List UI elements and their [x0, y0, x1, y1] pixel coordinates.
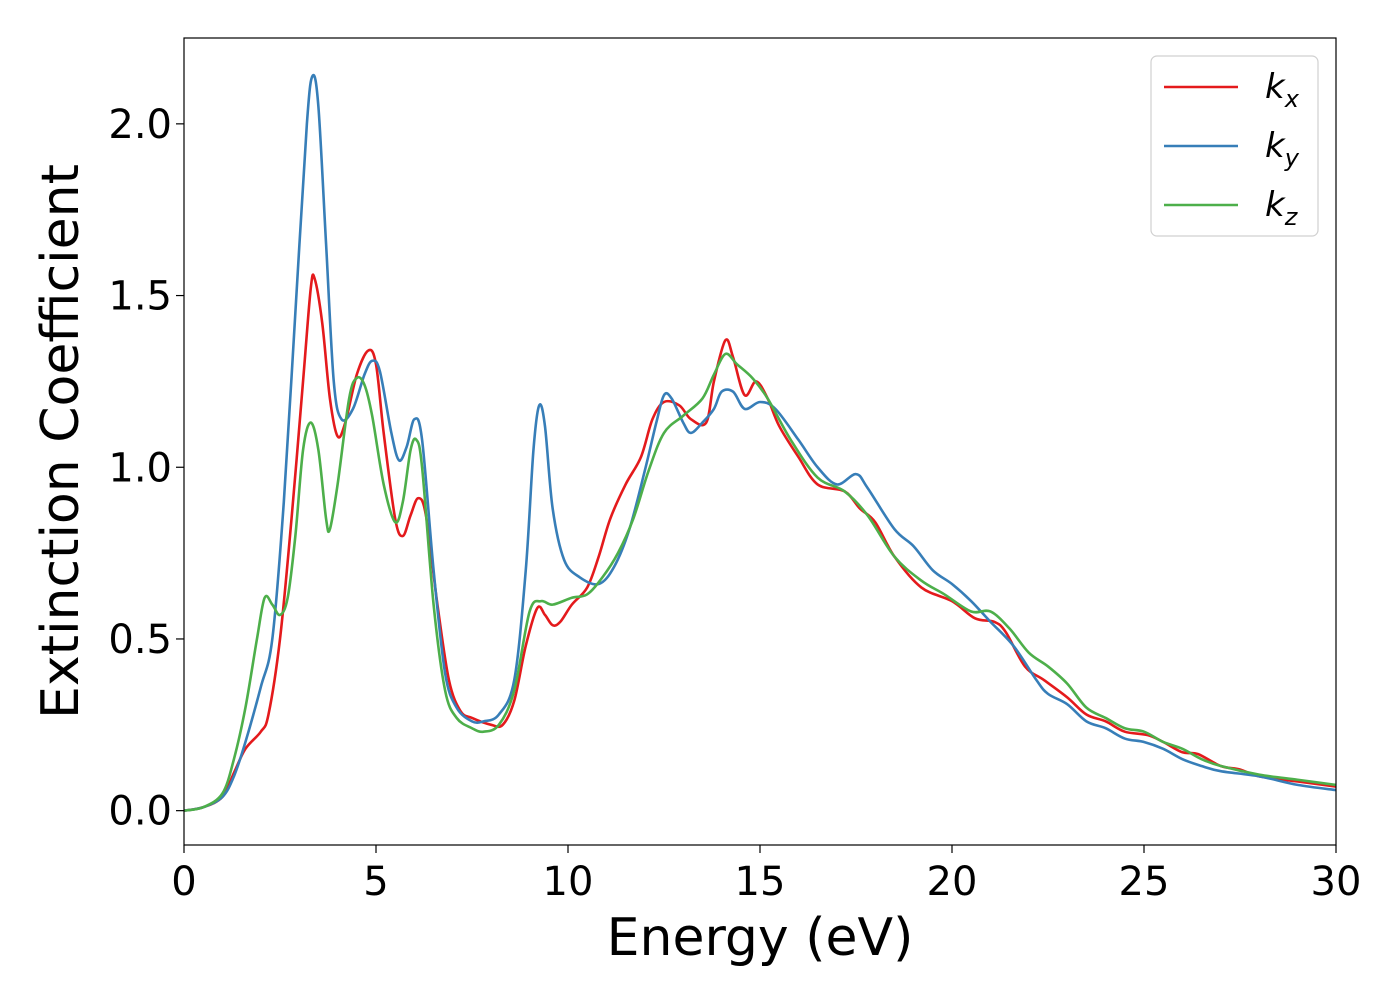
x-tick-label: 10	[543, 859, 594, 905]
legend-label-subscript: z	[1284, 203, 1299, 231]
x-axis: 0 5 10 15 20 25 30	[171, 845, 1361, 905]
legend-label-subscript: x	[1284, 85, 1300, 113]
x-tick-label: 15	[735, 859, 786, 905]
x-axis-title: Energy (eV)	[607, 908, 914, 968]
series-line-y	[184, 73, 1336, 812]
x-tick-label: 0	[171, 859, 196, 905]
legend-label-subscript: y	[1284, 144, 1300, 172]
plot-area	[184, 73, 1336, 812]
plot-frame	[183, 37, 1337, 846]
legend-label-y: ky	[1265, 126, 1300, 172]
series-line-x	[184, 273, 1336, 812]
legend-label-x: kx	[1265, 67, 1300, 113]
x-tick-label: 5	[363, 859, 388, 905]
legend-label-base: k	[1265, 185, 1286, 225]
x-tick-label: 30	[1311, 859, 1362, 905]
y-tick-label: 0.5	[108, 617, 172, 663]
x-tick-label: 20	[927, 859, 978, 905]
legend-label-base: k	[1265, 67, 1286, 107]
y-tick-label: 1.0	[108, 445, 172, 491]
y-axis: 0.0 0.5 1.0 1.5 2.0	[108, 102, 184, 835]
legend-label-base: k	[1265, 126, 1286, 166]
y-tick-label: 1.5	[108, 274, 172, 320]
x-tick-label: 25	[1119, 859, 1170, 905]
y-axis-title: Extinction Coefficient	[31, 164, 91, 719]
y-tick-label: 2.0	[108, 102, 172, 148]
y-tick-label: 0.0	[108, 789, 172, 835]
series-line-z	[184, 352, 1336, 812]
legend-label-z: kz	[1265, 185, 1299, 231]
